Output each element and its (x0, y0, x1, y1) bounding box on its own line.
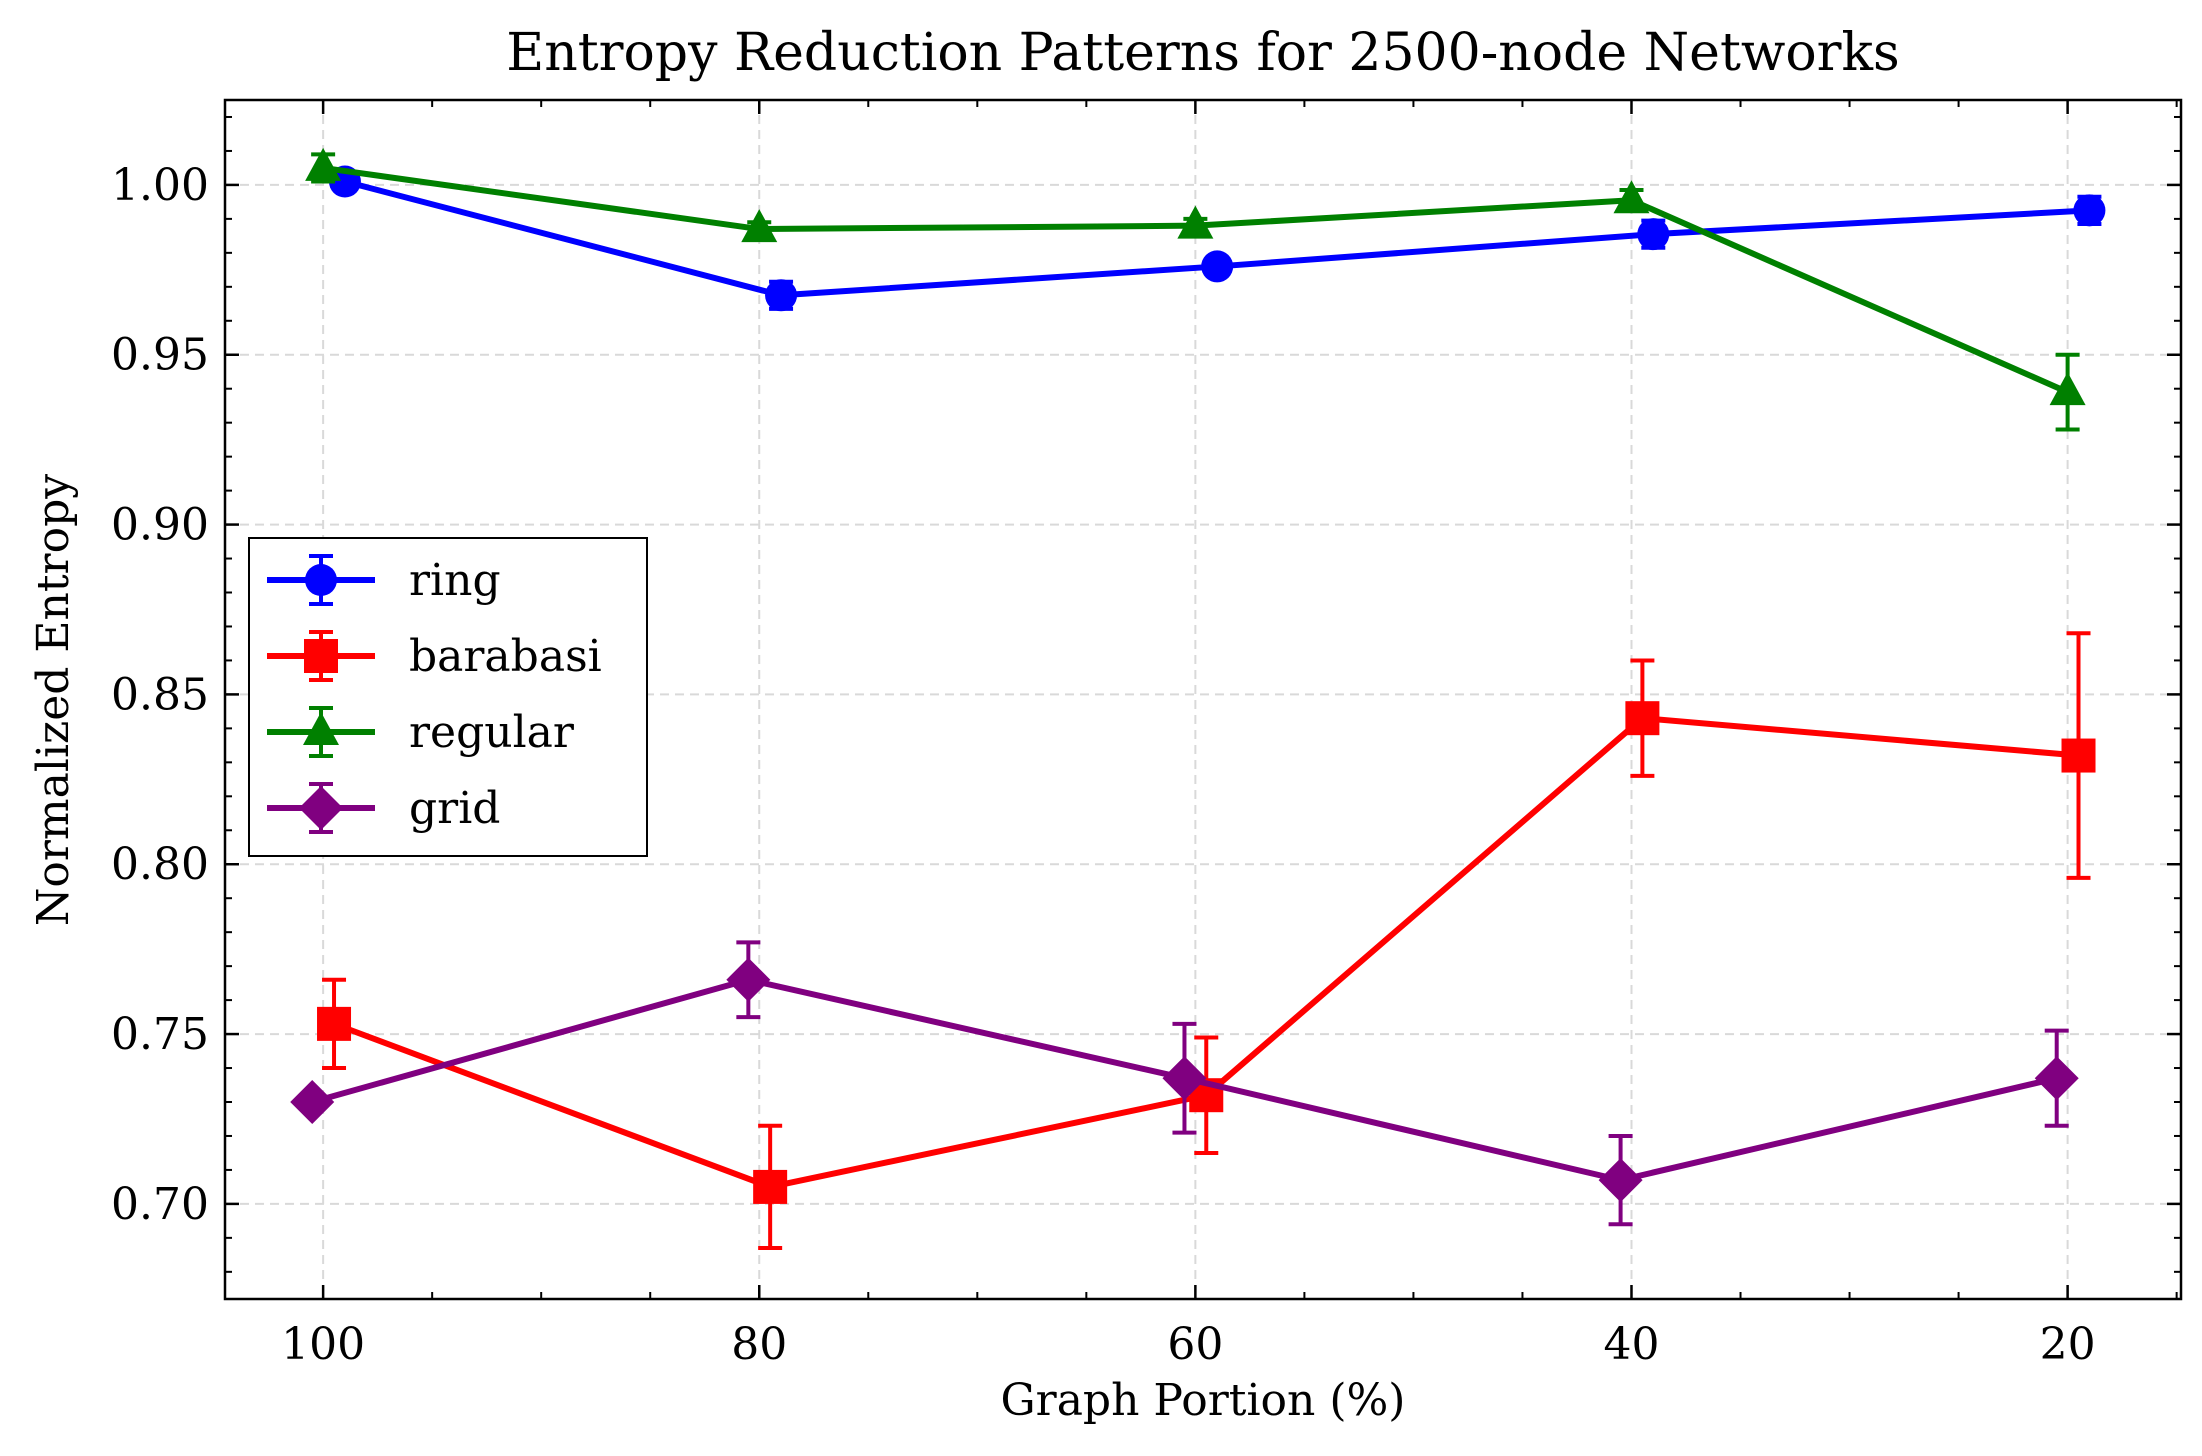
point-barabasi (1625, 701, 1660, 736)
legend-item-grid: grid (267, 782, 500, 834)
y-tick-label: 0.80 (111, 839, 209, 890)
y-tick-label: 0.75 (111, 1009, 209, 1060)
point-regular (1613, 180, 1650, 214)
point-grid (290, 1079, 335, 1124)
legend-item-ring: ring (267, 554, 501, 606)
ticks-layer: 100 80 60 40 20 0.70 0.75 0.80 0.85 0.90 0.95 1.00 (111, 100, 2181, 1370)
point-grid (726, 957, 771, 1002)
y-tick-label: 0.70 (111, 1179, 209, 1230)
legend-label: regular (409, 707, 575, 758)
legend-marker (305, 564, 337, 596)
x-tick-label: 40 (1603, 1319, 1659, 1370)
y-tick-label: 1.00 (111, 160, 209, 211)
point-regular (741, 209, 778, 243)
series-grid (290, 940, 2079, 1227)
point-ring (765, 279, 798, 312)
series-regular (305, 147, 2086, 432)
legend-label: ring (409, 555, 501, 606)
x-tick-label: 20 (2040, 1319, 2096, 1370)
y-axis-label: Normalized Entropy (28, 474, 79, 926)
point-regular (305, 147, 342, 181)
point-ring (2073, 194, 2106, 227)
legend-label: barabasi (409, 631, 602, 682)
legend-marker (299, 786, 343, 830)
x-tick-label: 100 (281, 1319, 365, 1370)
legend-marker (304, 639, 338, 673)
legend-marker (303, 712, 339, 745)
chart-title: Entropy Reduction Patterns for 2500-node… (506, 23, 1899, 83)
point-ring (1637, 218, 1670, 251)
y-tick-label: 0.85 (111, 669, 209, 720)
point-barabasi (2061, 738, 2096, 773)
series-ring (328, 165, 2106, 312)
point-regular (2049, 372, 2086, 406)
y-tick-label: 0.95 (111, 330, 209, 381)
legend: ring barabasi regular grid (248, 537, 648, 857)
point-barabasi (317, 1006, 352, 1041)
y-tick-label: 0.90 (111, 500, 209, 551)
grid-layer (225, 100, 2181, 1299)
x-tick-label: 60 (1167, 1319, 1223, 1370)
legend-item-barabasi: barabasi (267, 630, 602, 682)
point-grid (1162, 1056, 1207, 1101)
series-layer (290, 147, 2106, 1251)
point-barabasi (753, 1169, 788, 1204)
point-grid (1598, 1158, 1643, 1203)
x-tick-label: 80 (731, 1319, 787, 1370)
plot-frame (223, 98, 2183, 1301)
legend-item-regular: regular (267, 706, 575, 758)
x-axis-label: Graph Portion (%) (1001, 1375, 1406, 1426)
point-grid (2034, 1056, 2079, 1101)
point-regular (1177, 205, 1214, 239)
point-ring (1201, 250, 1234, 283)
legend-label: grid (409, 783, 500, 834)
